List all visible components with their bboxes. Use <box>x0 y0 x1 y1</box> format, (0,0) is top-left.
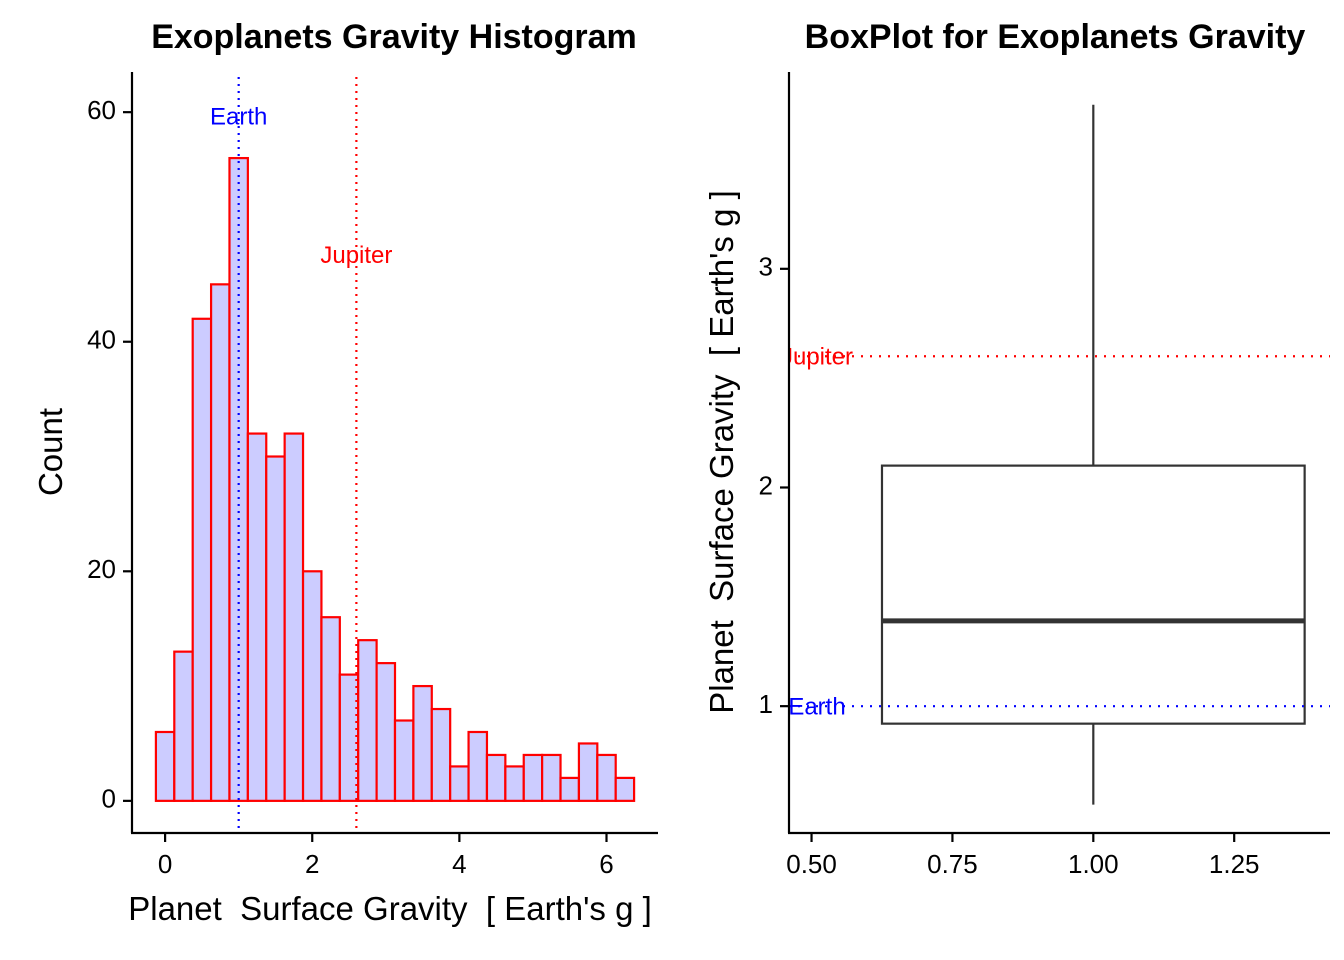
histogram-x-tick-label: 6 <box>599 849 613 879</box>
histogram-bar <box>430 707 452 802</box>
histogram-y-tick-label: 40 <box>87 325 116 355</box>
histogram-bar <box>173 650 194 802</box>
boxplot-x-ticks: 0.50 0.75 1.00 1.25 <box>786 833 1260 879</box>
histogram-x-tick-label: 4 <box>452 849 466 879</box>
histogram-bar <box>614 776 636 802</box>
histogram-bar <box>596 753 617 802</box>
histogram-bar <box>522 753 544 802</box>
histogram-bar <box>541 753 562 802</box>
histogram-bar <box>357 639 378 802</box>
histogram-bar <box>301 570 323 802</box>
histogram-bars <box>154 156 636 802</box>
boxplot-x-tick-label: 0.75 <box>927 849 978 879</box>
boxplot-jupiter-label: Jupiter <box>781 344 853 371</box>
boxplot-x-tick-label: 1.25 <box>1209 849 1260 879</box>
histogram-x-ticks: 0 2 4 6 <box>158 833 614 879</box>
histogram-y-tick-label: 20 <box>87 554 116 584</box>
histogram-bar <box>393 719 415 802</box>
boxplot-title: BoxPlot for Exoplanets Gravity <box>805 18 1306 56</box>
histogram-bar <box>375 662 397 802</box>
histogram-x-tick-label: 0 <box>158 849 172 879</box>
boxplot-x-tick-label: 0.50 <box>786 849 837 879</box>
boxplot-y-ticks: 1 2 3 <box>759 252 789 719</box>
boxplot-y-tick-label: 3 <box>759 252 773 282</box>
boxplot-y-tick-label: 1 <box>759 689 773 719</box>
histogram-bar <box>209 283 231 802</box>
histogram-x-axis-label: Planet Surface Gravity [ Earth's g ] <box>128 890 652 927</box>
histogram-y-ticks: 0 20 40 60 <box>87 95 132 814</box>
histogram-reference-lines: Earth Jupiter <box>210 77 392 833</box>
histogram-y-tick-label: 60 <box>87 95 116 125</box>
boxplot-panel: BoxPlot for Exoplanets Gravity Earth Jupi… <box>703 18 1330 879</box>
histogram-bar <box>412 684 433 802</box>
histogram-x-tick-label: 2 <box>305 849 319 879</box>
boxplot-iqr-box <box>880 464 1306 725</box>
histogram-panel: Exoplanets Gravity Histogram Earth Jupite… <box>32 18 658 927</box>
histogram-bar <box>559 776 581 802</box>
boxplot-box <box>880 104 1306 805</box>
boxplot-earth-label: Earth <box>788 694 845 721</box>
histogram-bar <box>504 765 525 802</box>
histogram-bar <box>191 317 213 802</box>
histogram-bar <box>246 432 268 802</box>
histogram-title: Exoplanets Gravity Histogram <box>151 18 637 56</box>
histogram-bar <box>228 156 249 802</box>
histogram-bar <box>320 616 341 802</box>
histogram-bar <box>577 742 599 802</box>
boxplot-x-tick-label: 1.00 <box>1068 849 1119 879</box>
boxplot-y-tick-label: 2 <box>759 470 773 500</box>
histogram-bar <box>449 765 470 802</box>
histogram-bar <box>265 455 286 802</box>
histogram-y-axis-label: Count <box>32 408 69 496</box>
boxplot-y-axis-label: Planet Surface Gravity [ Earth's g ] <box>703 190 740 714</box>
histogram-jupiter-label: Jupiter <box>320 242 392 269</box>
histogram-y-tick-label: 0 <box>102 784 116 814</box>
histogram-bar <box>283 432 305 802</box>
histogram-earth-label: Earth <box>210 103 267 130</box>
histogram-bar <box>154 730 176 802</box>
boxplot-reference-lines: Earth Jupiter <box>781 344 1330 721</box>
histogram-bar <box>467 730 489 802</box>
histogram-bar <box>485 753 507 802</box>
